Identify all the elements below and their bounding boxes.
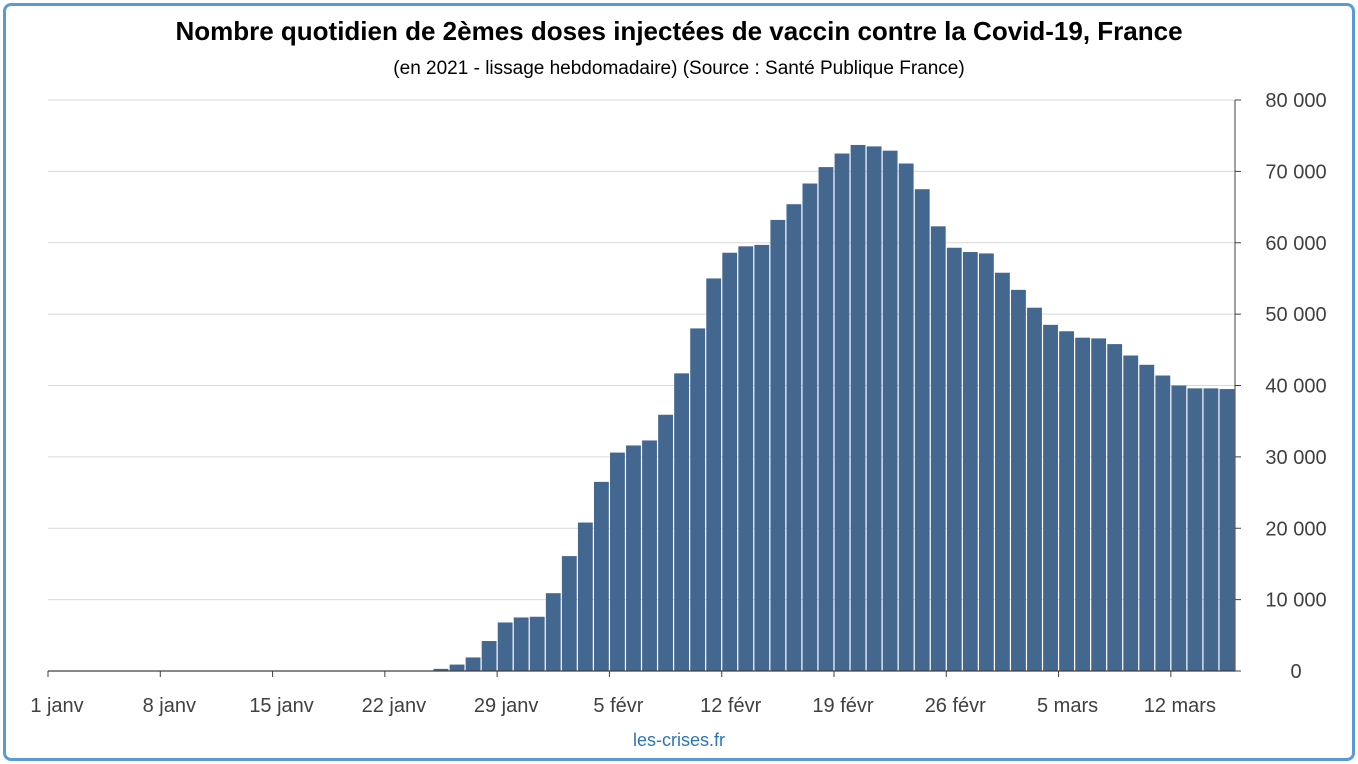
bar — [561, 556, 577, 671]
x-tick-label: 12 mars — [1144, 695, 1216, 717]
bar — [1203, 388, 1219, 671]
bar — [850, 144, 866, 671]
x-tick-label: 5 févr — [593, 695, 643, 717]
bar — [866, 146, 882, 672]
bar — [577, 522, 593, 671]
bar — [786, 204, 802, 671]
x-tick-label: 29 janv — [474, 695, 539, 717]
y-tick-label: 40 000 — [1265, 376, 1326, 398]
y-axis-ticks: 0 10 000 20 000 30 000 40 000 50 000 60 000 70 … — [1235, 90, 1327, 683]
bar — [497, 622, 513, 671]
bar — [706, 278, 722, 671]
bars — [433, 144, 1235, 672]
y-tick-label: 60 000 — [1265, 233, 1326, 255]
bar — [481, 641, 497, 671]
bar — [674, 373, 690, 671]
x-axis-ticks: 1 janv 8 janv 15 janv 22 janv 29 janv 5 févr 1… — [30, 671, 1216, 717]
bar — [914, 189, 930, 671]
x-tick-label: 26 févr — [925, 695, 986, 717]
bar — [898, 163, 914, 671]
bar — [1011, 289, 1026, 671]
chart-subtitle: (en 2021 - lissage hebdomadaire) (Source… — [393, 58, 965, 79]
bar — [626, 445, 641, 671]
bar — [465, 657, 481, 671]
bar — [449, 664, 465, 671]
y-tick-label: 70 000 — [1265, 161, 1326, 183]
bar — [1219, 389, 1235, 671]
bar — [754, 244, 770, 672]
bar — [610, 452, 625, 671]
bar — [882, 150, 898, 671]
x-tick-label: 12 févr — [700, 695, 761, 717]
bar — [1139, 364, 1155, 671]
x-tick-label: 8 janv — [143, 695, 196, 717]
bar — [978, 253, 994, 672]
bar — [513, 617, 529, 671]
bar — [930, 226, 946, 672]
x-tick-label: 19 févr — [812, 695, 873, 717]
bar — [1091, 338, 1107, 671]
bar — [802, 183, 818, 672]
bar — [658, 414, 673, 671]
bar — [738, 246, 754, 671]
bar — [818, 167, 834, 671]
bar — [690, 328, 706, 671]
bar — [962, 252, 978, 671]
bar — [994, 272, 1010, 671]
bar — [642, 440, 657, 671]
bar — [770, 219, 786, 671]
y-tick-label: 80 000 — [1265, 90, 1326, 112]
bar — [1075, 337, 1091, 671]
source-label: les-crises.fr — [632, 730, 725, 750]
x-tick-label: 1 janv — [30, 695, 83, 717]
y-tick-label: 10 000 — [1265, 590, 1326, 612]
y-tick-label: 0 — [1290, 661, 1301, 683]
bar — [545, 593, 561, 671]
x-tick-label: 22 janv — [362, 695, 427, 717]
x-tick-label: 5 mars — [1037, 695, 1098, 717]
bar — [1187, 388, 1203, 671]
y-tick-label: 50 000 — [1265, 304, 1326, 326]
bar — [1155, 375, 1171, 671]
bar — [1043, 324, 1058, 671]
bar — [834, 153, 850, 671]
bar — [433, 668, 449, 671]
x-tick-label: 15 janv — [249, 695, 314, 717]
bar — [593, 481, 609, 671]
y-tick-label: 20 000 — [1265, 518, 1326, 540]
bar — [1027, 307, 1042, 671]
bar — [946, 247, 962, 671]
bar — [1107, 344, 1123, 671]
bar — [1171, 385, 1187, 671]
y-tick-label: 30 000 — [1265, 447, 1326, 469]
bar — [722, 252, 738, 671]
bar — [1059, 331, 1074, 671]
chart-title: Nombre quotidien de 2èmes doses injectée… — [175, 16, 1183, 46]
bar — [529, 616, 545, 671]
bar — [1123, 355, 1139, 671]
